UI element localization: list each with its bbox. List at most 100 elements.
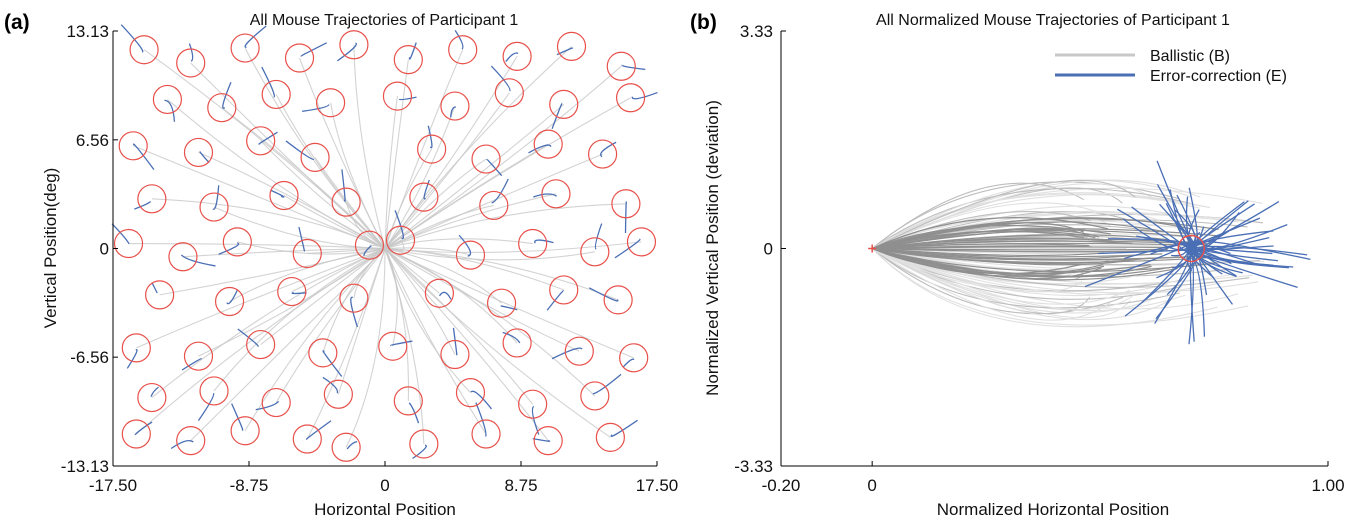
panel-a-x-axis-title: Horizontal Position — [314, 500, 456, 519]
target-circle — [455, 240, 486, 270]
panel-b-y-ticks: -3.33 0 3.33 — [734, 22, 786, 476]
error-correction-trajectory — [546, 290, 565, 311]
target-circle — [316, 88, 346, 118]
ballistic-trajectory — [190, 248, 386, 442]
target-circle — [137, 382, 167, 413]
ballistic-trajectory — [871, 247, 1221, 296]
panel-a-x-ticks: -17.50 -8.75 0 8.75 17.50 — [89, 461, 678, 495]
panel-a-ballistic-lines — [128, 44, 642, 448]
ballistic-trajectory — [871, 248, 1112, 321]
target-circle — [393, 45, 423, 75]
ballistic-trajectory — [306, 248, 386, 440]
ballistic-trajectory — [384, 96, 398, 249]
ballistic-trajectory — [384, 248, 487, 435]
ballistic-trajectory — [872, 247, 1168, 251]
ballistic-trajectory — [384, 193, 557, 250]
error-correction-trajectory — [1185, 196, 1196, 247]
target-circle — [471, 419, 501, 449]
ballistic-trajectory — [871, 248, 1131, 305]
error-correction-trajectory — [624, 201, 627, 233]
ballistic-trajectory — [135, 248, 386, 435]
ballistic-trajectory — [136, 247, 386, 349]
ballistic-trajectory — [167, 98, 386, 249]
error-correction-trajectory — [237, 328, 260, 347]
target-circle — [615, 83, 646, 113]
target-circle — [556, 31, 587, 62]
error-correction-trajectory — [164, 99, 176, 122]
target-circle — [417, 134, 447, 164]
target-circle — [580, 381, 610, 411]
target-circle — [619, 343, 649, 373]
ballistic-trajectory — [384, 143, 549, 249]
error-correction-trajectory — [151, 282, 158, 294]
ballistic-trajectory — [871, 194, 1200, 249]
target-circle — [541, 179, 571, 209]
ballistic-trajectory — [384, 248, 410, 401]
ballistic-trajectory — [872, 227, 1088, 250]
ballistic-trajectory — [330, 102, 386, 249]
error-correction-trajectory — [363, 245, 372, 256]
ballistic-trajectory — [871, 247, 1136, 310]
target-circle — [214, 286, 245, 317]
error-correction-trajectory — [475, 402, 487, 437]
error-correction-trajectory — [486, 158, 503, 177]
ballistic-trajectory — [384, 248, 596, 397]
ballistic-trajectory — [871, 247, 1169, 297]
ballistic-trajectory — [229, 247, 386, 302]
target-circle — [292, 238, 322, 269]
target-circle — [611, 189, 641, 219]
ballistic-trajectory — [384, 248, 425, 444]
error-correction-trajectory — [231, 403, 244, 431]
ballistic-trajectory — [384, 97, 631, 249]
error-correction-trajectory — [454, 29, 464, 50]
target-circle — [502, 328, 532, 358]
target-circle — [331, 432, 361, 462]
target-circle — [230, 33, 260, 63]
ballistic-trajectory — [182, 247, 386, 258]
target-circle — [339, 283, 369, 313]
target-circle — [595, 422, 625, 452]
ballistic-trajectory — [143, 49, 386, 249]
target-circle — [261, 387, 291, 418]
error-correction-trajectory — [622, 358, 635, 368]
ballistic-trajectory — [872, 246, 1169, 250]
panel-a-title: All Mouse Trajectories of Participant 1 — [250, 12, 519, 29]
ballistic-trajectory — [871, 247, 1174, 278]
error-correction-trajectory — [1194, 246, 1237, 277]
error-correction-trajectory — [218, 242, 240, 255]
error-correction-trajectory — [350, 296, 359, 328]
ballistic-trajectory — [384, 248, 456, 355]
target-circle — [118, 131, 148, 161]
x-tick-label: 0 — [867, 476, 876, 495]
ballistic-trajectory — [384, 103, 565, 249]
error-correction-trajectory — [1116, 208, 1188, 253]
error-correction-trajectory — [261, 66, 275, 98]
error-correction-trajectory — [244, 25, 267, 48]
ballistic-trajectory — [871, 179, 1136, 249]
panel-a: (a) All Mouse Trajectories of Participan… — [4, 11, 678, 519]
error-correction-trajectory — [111, 223, 130, 245]
error-correction-trajectory — [222, 81, 232, 109]
ballistic-trajectory — [384, 248, 471, 393]
panel-b-markers — [868, 234, 1205, 263]
ballistic-trajectory — [384, 238, 533, 250]
error-correction-trajectory — [1193, 247, 1294, 268]
error-correction-trajectory — [1189, 226, 1205, 250]
error-correction-trajectory — [212, 185, 220, 210]
target-circle — [626, 227, 657, 257]
target-circle — [580, 237, 610, 267]
target-circle — [549, 275, 579, 305]
legend-label-ballistic: Ballistic (B) — [1150, 48, 1230, 65]
target-circle — [207, 93, 237, 123]
target-circle — [183, 341, 214, 371]
ballistic-trajectory — [384, 248, 634, 359]
ballistic-trajectory — [198, 151, 386, 249]
target-circle — [440, 91, 470, 121]
error-correction-trajectory — [491, 178, 509, 204]
error-correction-trajectory — [134, 421, 153, 436]
target-circle — [409, 182, 439, 212]
target-circle — [292, 424, 322, 454]
error-correction-trajectory — [197, 392, 215, 421]
ballistic-trajectory — [345, 248, 386, 448]
ballistic-trajectory — [384, 196, 425, 249]
